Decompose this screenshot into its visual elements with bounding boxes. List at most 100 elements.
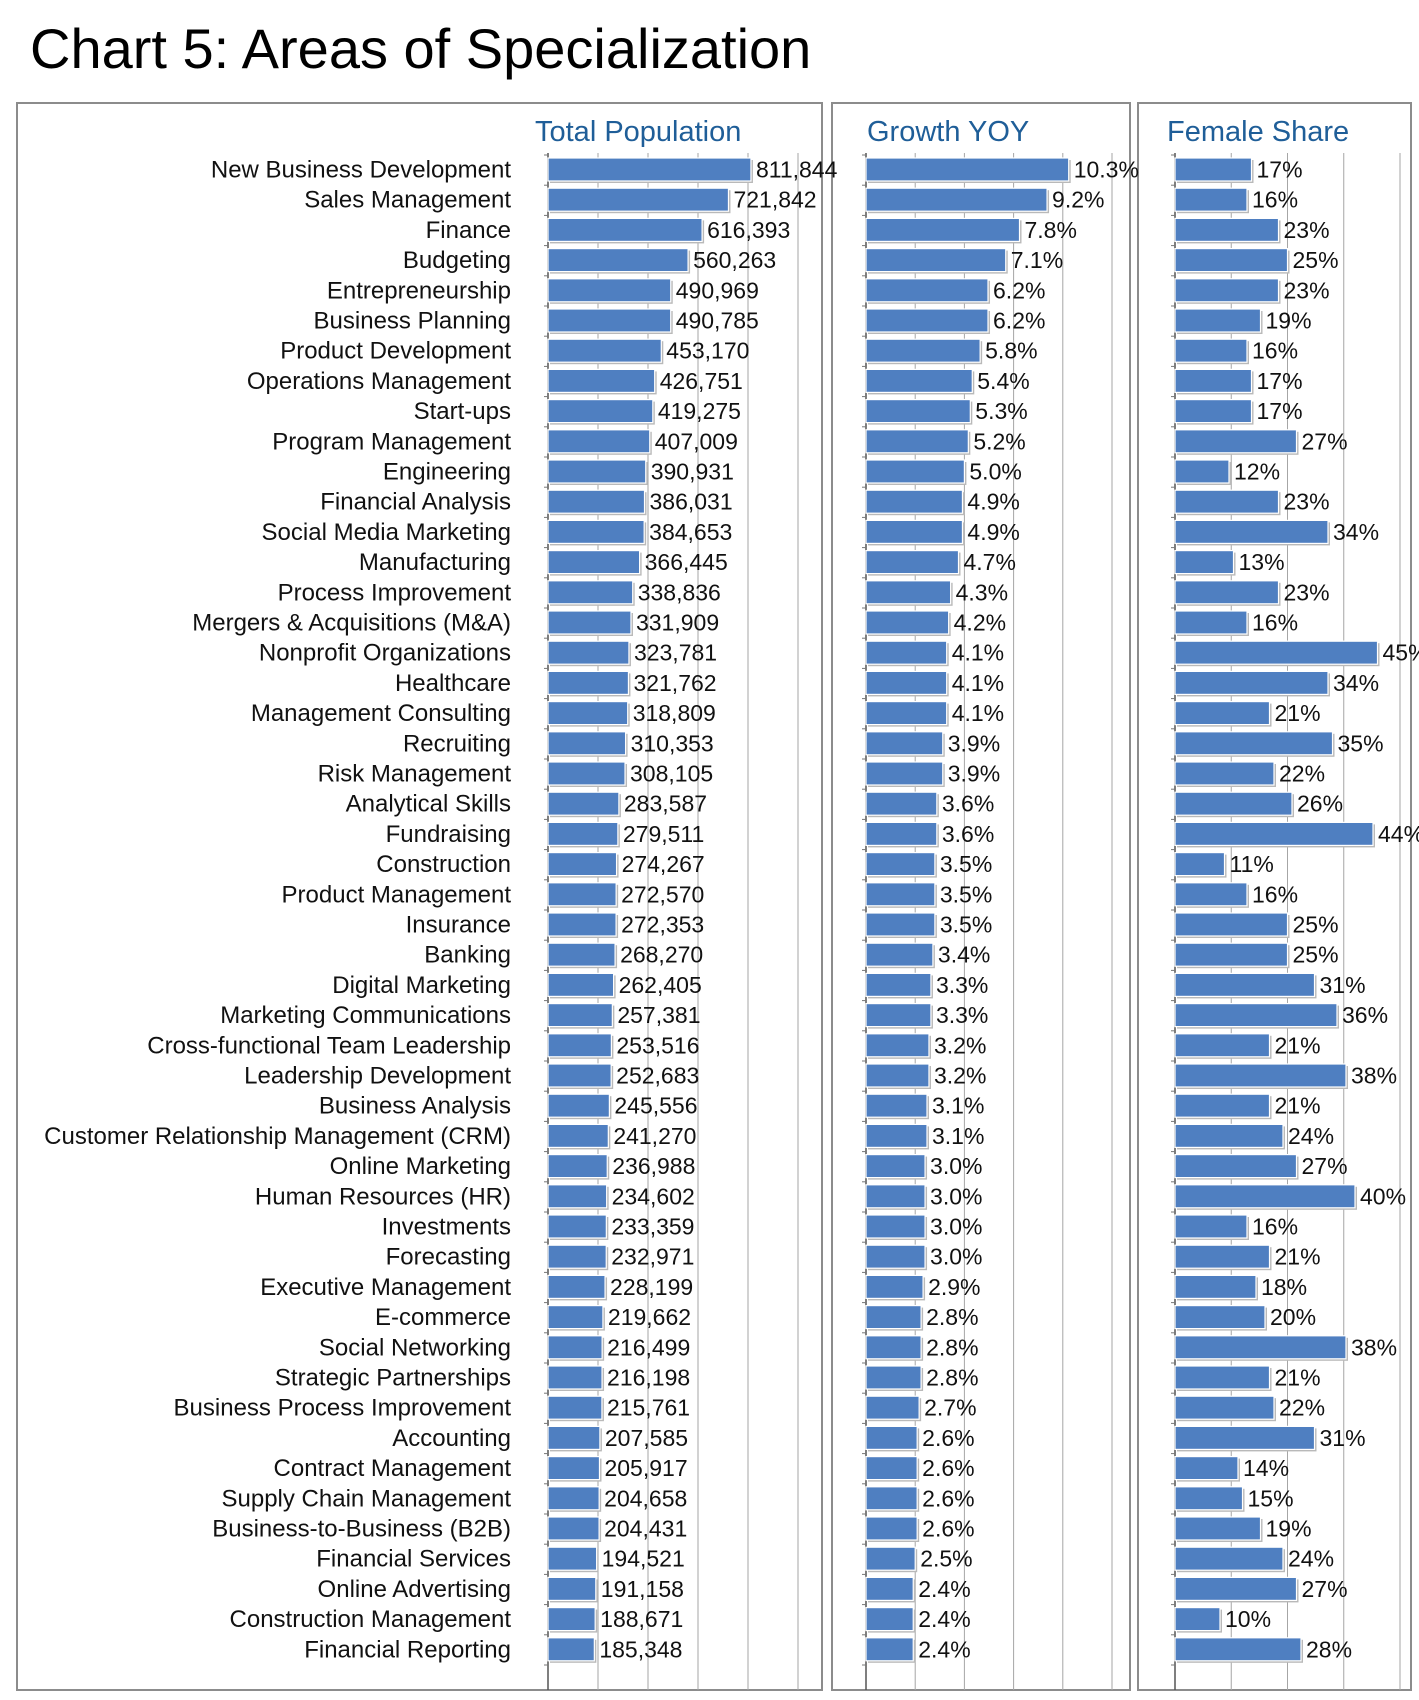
category-label: Analytical Skills <box>346 791 511 818</box>
data-label-total-population: 185,348 <box>599 1636 682 1662</box>
bar-female-share <box>1174 308 1262 333</box>
category-label: Fundraising <box>386 821 511 848</box>
category-label: Social Networking <box>319 1334 511 1361</box>
bar-growth-yoy <box>865 1365 922 1390</box>
bar-total-population <box>547 1002 613 1028</box>
bar-total-population <box>547 580 634 605</box>
bar-female-share <box>1174 399 1253 424</box>
bar-total-population <box>547 549 641 575</box>
bar-total-population <box>547 338 662 363</box>
data-label-female-share: 16% <box>1252 881 1298 907</box>
data-label-female-share: 31% <box>1320 1425 1366 1451</box>
data-label-growth-yoy: 6.2% <box>993 308 1045 334</box>
bar-female-share <box>1174 1606 1221 1632</box>
bar-female-share <box>1174 1214 1248 1239</box>
data-label-growth-yoy: 5.8% <box>985 338 1037 364</box>
bar-growth-yoy <box>865 1153 926 1179</box>
data-label-total-population: 216,499 <box>607 1334 690 1360</box>
bar-growth-yoy <box>865 1395 920 1420</box>
data-label-total-population: 310,353 <box>631 730 714 756</box>
category-label: Budgeting <box>403 247 511 274</box>
bar-total-population <box>547 368 656 393</box>
category-label: Insurance <box>406 912 511 939</box>
bar-female-share <box>1174 1425 1316 1451</box>
bar-total-population <box>547 1335 603 1360</box>
bar-female-share <box>1174 459 1230 484</box>
bar-total-population <box>547 821 619 847</box>
category-label: Product Management <box>282 881 512 908</box>
data-label-total-population: 407,009 <box>655 428 738 454</box>
category-label: New Business Development <box>211 157 511 184</box>
bar-female-share <box>1174 1274 1257 1300</box>
data-label-total-population: 384,653 <box>649 519 732 545</box>
bar-growth-yoy <box>865 1244 926 1269</box>
bar-growth-yoy <box>865 489 964 514</box>
bar-total-population <box>547 1546 598 1571</box>
bar-total-population <box>547 1153 608 1179</box>
category-label: E-commerce <box>375 1304 511 1331</box>
data-label-growth-yoy: 9.2% <box>1052 187 1104 213</box>
bar-growth-yoy <box>865 580 952 605</box>
data-label-growth-yoy: 2.6% <box>922 1455 974 1481</box>
bar-total-population <box>547 882 617 907</box>
bar-female-share <box>1174 912 1289 937</box>
data-label-total-population: 241,270 <box>613 1123 696 1149</box>
bar-growth-yoy <box>865 640 948 665</box>
data-label-growth-yoy: 3.5% <box>940 851 992 877</box>
data-label-female-share: 21% <box>1275 1093 1321 1119</box>
category-label: Business Planning <box>314 308 511 335</box>
bar-female-share <box>1174 1335 1347 1360</box>
data-label-growth-yoy: 4.9% <box>967 489 1019 515</box>
data-label-growth-yoy: 4.1% <box>952 640 1004 666</box>
category-label: Supply Chain Management <box>221 1485 511 1512</box>
data-label-female-share: 16% <box>1252 610 1298 636</box>
data-label-growth-yoy: 2.8% <box>926 1365 978 1391</box>
category-label: Management Consulting <box>251 700 511 727</box>
data-label-female-share: 27% <box>1302 1153 1348 1179</box>
category-label: Finance <box>426 217 511 244</box>
data-label-total-population: 272,570 <box>621 881 704 907</box>
data-label-growth-yoy: 5.0% <box>969 459 1021 485</box>
bar-total-population <box>547 761 626 786</box>
category-label: Nonprofit Organizations <box>259 640 511 667</box>
bar-female-share <box>1174 338 1248 363</box>
data-label-female-share: 31% <box>1320 972 1366 998</box>
bar-growth-yoy <box>865 1274 924 1300</box>
data-label-female-share: 25% <box>1293 912 1339 938</box>
bar-growth-yoy <box>865 1637 914 1662</box>
data-label-female-share: 19% <box>1266 308 1312 334</box>
bar-growth-yoy <box>865 278 989 303</box>
data-label-female-share: 12% <box>1234 459 1280 485</box>
category-label: Construction <box>376 851 511 878</box>
bar-growth-yoy <box>865 459 966 484</box>
data-label-total-population: 338,836 <box>638 579 721 605</box>
bar-total-population <box>547 700 629 726</box>
category-label: Social Media Marketing <box>262 519 511 546</box>
category-label: Program Management <box>272 428 511 455</box>
data-label-female-share: 20% <box>1270 1304 1316 1330</box>
data-label-total-population: 490,969 <box>676 277 759 303</box>
data-label-total-population: 245,556 <box>614 1093 697 1119</box>
panel-title-growth-yoy: Growth YOY <box>867 116 1029 148</box>
bar-growth-yoy <box>865 610 950 635</box>
data-label-female-share: 22% <box>1279 761 1325 787</box>
bar-growth-yoy <box>865 1335 922 1360</box>
bar-total-population <box>547 187 730 212</box>
category-label: Forecasting <box>386 1244 511 1271</box>
data-label-total-population: 308,105 <box>630 761 713 787</box>
bar-growth-yoy <box>865 1606 914 1632</box>
bar-growth-yoy <box>865 1123 928 1149</box>
bar-female-share <box>1174 1365 1271 1390</box>
category-label: Product Development <box>280 338 511 365</box>
bar-female-share <box>1174 1486 1244 1511</box>
category-label: Marketing Communications <box>220 1002 511 1029</box>
data-label-growth-yoy: 5.3% <box>975 398 1027 424</box>
data-label-total-population: 272,353 <box>621 912 704 938</box>
data-label-total-population: 215,761 <box>607 1395 690 1421</box>
bar-growth-yoy <box>865 821 938 847</box>
data-label-female-share: 27% <box>1302 428 1348 454</box>
data-label-female-share: 23% <box>1284 489 1330 515</box>
bar-growth-yoy <box>865 368 973 393</box>
data-label-growth-yoy: 3.1% <box>932 1123 984 1149</box>
